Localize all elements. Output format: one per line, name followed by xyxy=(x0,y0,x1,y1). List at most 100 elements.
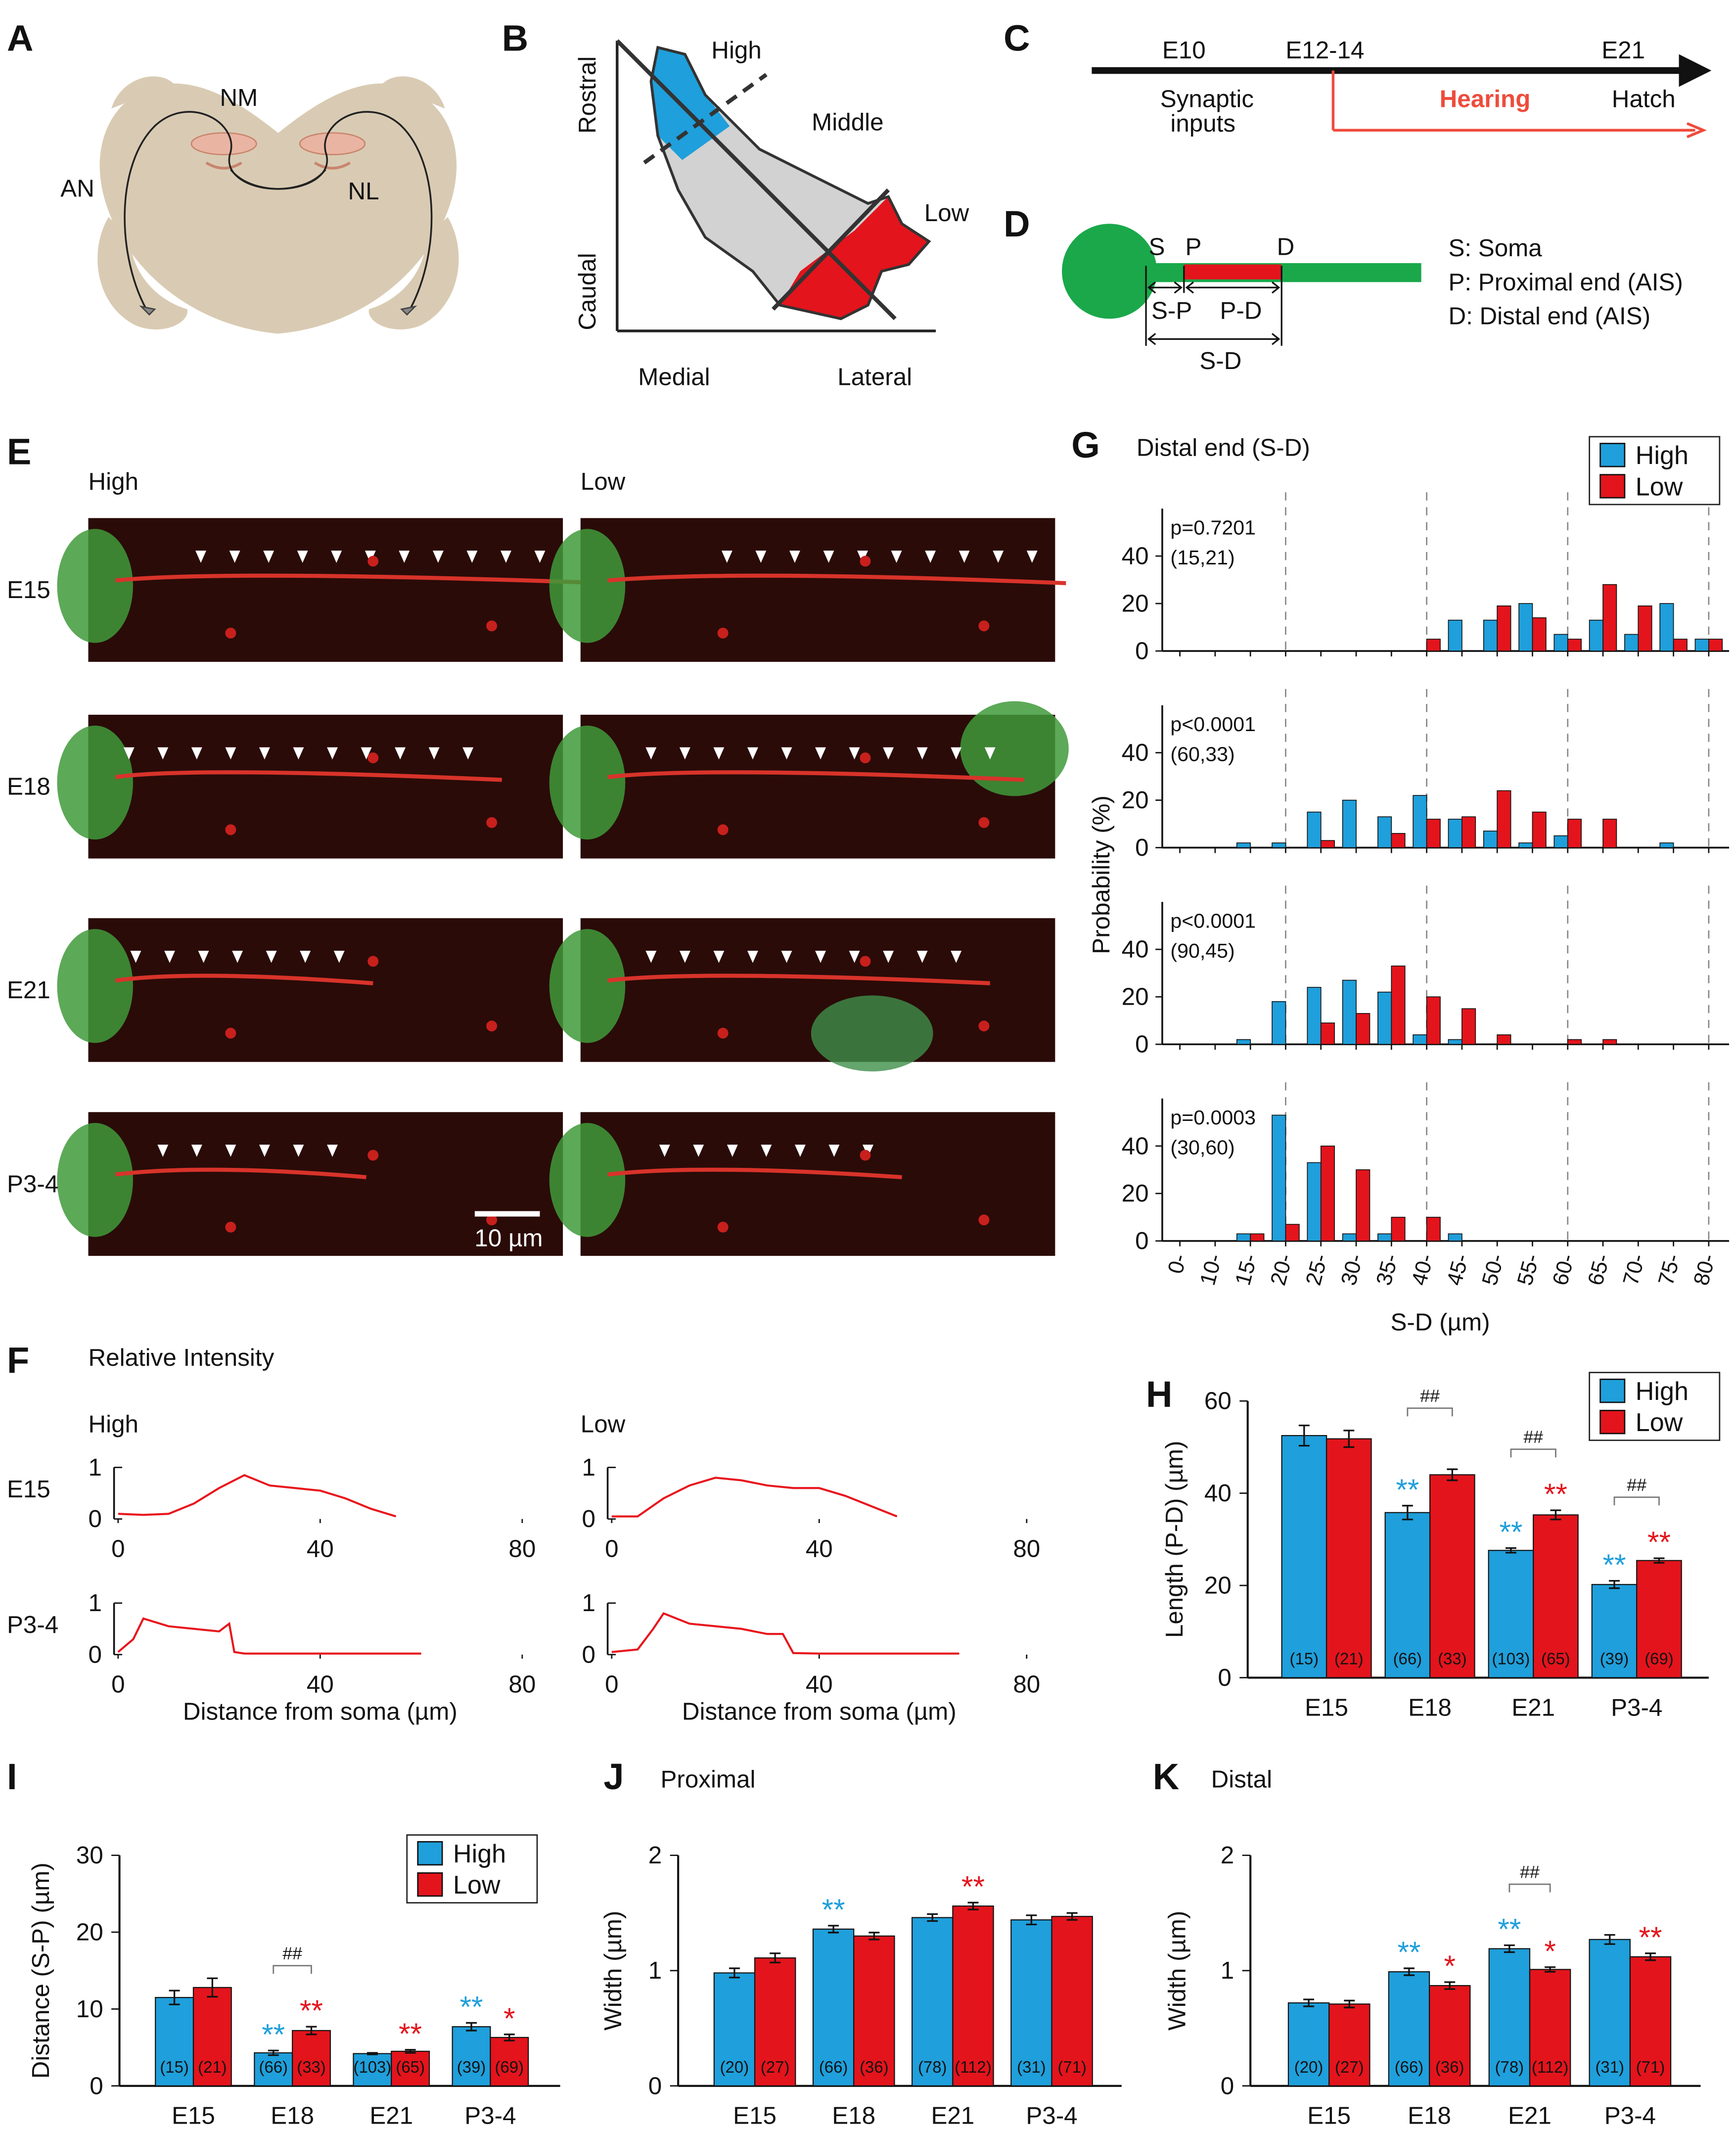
x-tick-label: 75- xyxy=(1654,1251,1686,1288)
arrowhead xyxy=(794,1145,806,1157)
comparison-label: ## xyxy=(282,1944,302,1963)
note: inputs xyxy=(1170,110,1235,137)
region-label: High xyxy=(711,37,761,64)
axis-label: Medial xyxy=(638,364,710,391)
significance: ** xyxy=(1499,1515,1522,1549)
legend-swatch xyxy=(417,1841,443,1866)
bar xyxy=(1342,979,1357,1045)
key-entry: S: Soma xyxy=(1448,234,1542,262)
micrograph xyxy=(88,918,563,1062)
error-bar xyxy=(1645,1952,1656,1961)
legend-label: High xyxy=(453,1840,506,1868)
bar xyxy=(1497,605,1511,651)
y-tick-label: 20 xyxy=(1204,1572,1232,1599)
y-tick-label: 60 xyxy=(1204,1388,1232,1415)
arrowhead xyxy=(815,950,826,963)
scale-bar-label: 10 µm xyxy=(474,1225,543,1252)
comparison-bracket xyxy=(1613,1496,1660,1506)
bar xyxy=(1589,619,1603,651)
arrowhead xyxy=(232,950,243,963)
micrograph xyxy=(88,518,563,662)
x-tick-label: E15 xyxy=(1305,1694,1348,1721)
x-tick-label: 0- xyxy=(1163,1251,1191,1276)
p-value: p=0.0003 xyxy=(1170,1106,1256,1129)
bar xyxy=(1483,831,1498,848)
bar xyxy=(1428,1985,1471,2086)
arrowhead xyxy=(259,747,270,760)
bar xyxy=(1462,816,1476,848)
error-bar xyxy=(268,2049,279,2056)
chart-title: Distal xyxy=(1211,1766,1272,1793)
arrowhead xyxy=(747,747,758,760)
bar xyxy=(1659,603,1674,651)
axon xyxy=(607,1167,902,1179)
sample-size: (20) xyxy=(1294,2058,1324,2076)
sample-size: (66) xyxy=(1393,1650,1422,1668)
panel-letter: F xyxy=(7,1340,29,1381)
sample-size: (31) xyxy=(1017,2058,1046,2076)
panel-letter: D xyxy=(1004,203,1030,244)
speck xyxy=(486,1214,498,1226)
bar xyxy=(1602,584,1617,651)
y-tick-label: 10 xyxy=(76,1995,103,2023)
y-tick-label: 1 xyxy=(88,1589,101,1617)
speck xyxy=(860,752,871,764)
panel-letter: B xyxy=(502,17,528,58)
arrowhead xyxy=(266,950,277,963)
bar xyxy=(1497,790,1511,848)
arrowhead xyxy=(191,747,202,760)
arrowhead xyxy=(645,747,657,760)
x-tick-label: 80 xyxy=(1013,1535,1040,1563)
sample-size: (31) xyxy=(1595,2058,1624,2076)
bar xyxy=(1342,799,1357,848)
significance: ** xyxy=(300,1993,323,2027)
event-label: E12-14 xyxy=(1285,37,1364,64)
nucleus-map xyxy=(615,39,936,332)
speck xyxy=(717,627,729,639)
y-tick-label: 40 xyxy=(1122,739,1149,766)
ais-schematic xyxy=(1062,224,1421,346)
column-label: High xyxy=(89,1410,138,1437)
speck xyxy=(978,620,990,632)
y-tick-label: 2 xyxy=(648,1842,662,1869)
arrowhead xyxy=(659,1145,670,1157)
comparison-label: ## xyxy=(1523,1427,1543,1447)
x-tick-label: E21 xyxy=(1511,1694,1555,1721)
y-tick-label: 20 xyxy=(76,1919,103,1946)
error-bar xyxy=(1402,1505,1413,1521)
segment-label: S-D xyxy=(1199,347,1241,374)
y-tick-label: 1 xyxy=(648,1957,662,1984)
y-axis-label: Width (µm) xyxy=(599,1911,627,2031)
legend-swatch xyxy=(1599,474,1626,499)
point-label: S xyxy=(1149,233,1165,260)
bar xyxy=(1307,987,1322,1045)
error-bar xyxy=(306,2026,317,2036)
x-tick-label: 40- xyxy=(1407,1251,1439,1288)
column-label: Low xyxy=(581,468,626,495)
axis-label: Caudal xyxy=(574,253,601,330)
bar xyxy=(391,2050,430,2086)
sample-size: (66) xyxy=(259,2058,288,2076)
significance: ** xyxy=(1603,1548,1626,1581)
row-label: P3-4 xyxy=(7,1170,58,1198)
soma xyxy=(57,529,133,643)
note: Hatch xyxy=(1612,86,1676,113)
p-value: p<0.0001 xyxy=(1170,910,1256,932)
axis-label: Lateral xyxy=(837,364,912,391)
y-tick-label: 0 xyxy=(90,2072,103,2099)
x-tick-label: 65- xyxy=(1583,1251,1615,1288)
bar xyxy=(1272,1114,1286,1242)
x-tick-label: 0 xyxy=(605,1671,618,1698)
error-bar xyxy=(466,2022,477,2032)
arrowhead xyxy=(883,747,894,760)
axon xyxy=(115,1167,366,1179)
panel-letter: I xyxy=(7,1756,17,1797)
y-tick-label: 0 xyxy=(1221,2072,1234,2099)
significance: ** xyxy=(1647,1525,1671,1559)
x-tick-label: E18 xyxy=(1408,2102,1451,2130)
error-bar xyxy=(770,1952,781,1964)
bar xyxy=(490,2037,529,2086)
